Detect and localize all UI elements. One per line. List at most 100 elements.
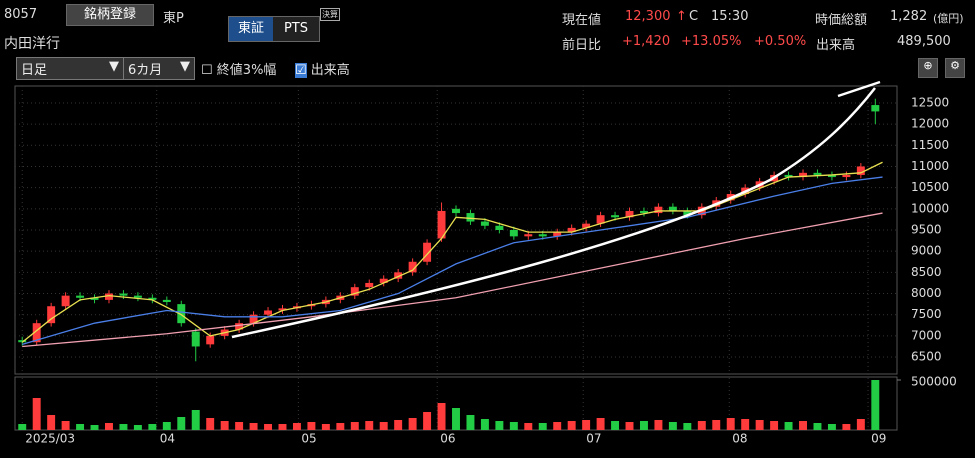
volume-bar	[524, 423, 533, 430]
volume-bar	[408, 418, 417, 430]
volume-bar	[206, 418, 215, 430]
y-tick-label: 7500	[911, 307, 942, 321]
candle-body	[206, 335, 215, 345]
x-tick-label: 07	[586, 432, 601, 446]
candle-body	[827, 174, 836, 178]
volume-label: 出来高	[816, 38, 856, 53]
price-arrow: ↑	[676, 9, 687, 24]
option2-label: 出来高	[310, 63, 350, 78]
pts-tab[interactable]: PTS	[283, 21, 309, 36]
earnings-icon[interactable]: 決算	[320, 8, 340, 21]
volume-bar	[148, 424, 157, 430]
volume-bar	[553, 422, 562, 430]
volume-bar	[856, 419, 865, 430]
candle-body	[32, 323, 41, 343]
candle-body	[119, 293, 128, 296]
candle-body	[611, 215, 620, 218]
volume-bar	[379, 422, 388, 430]
candle-body	[466, 213, 475, 222]
volume-bar	[770, 421, 779, 430]
volume-bar	[697, 421, 706, 430]
candle-body	[18, 340, 27, 343]
volume-bar	[625, 422, 634, 430]
volume-bar	[162, 422, 171, 430]
candle-body	[668, 206, 677, 211]
y-tick-label: 11500	[911, 138, 949, 152]
candle-body	[365, 282, 374, 288]
volume-bar	[105, 423, 113, 430]
market: 東P	[163, 11, 184, 26]
candle-body	[480, 221, 489, 226]
volume-bar	[423, 412, 432, 430]
candle-body	[842, 174, 851, 178]
y-tick-label: 9000	[911, 244, 942, 258]
y-tick-label: 12500	[911, 95, 949, 109]
candle-body	[61, 295, 70, 307]
candle-body	[162, 299, 171, 302]
volume-bar	[235, 422, 244, 430]
candle-body	[177, 304, 186, 324]
change-pct: +13.05%	[681, 34, 742, 49]
option1-label: 終値3%幅	[216, 63, 277, 78]
trend-arrow	[231, 80, 881, 339]
volume-bar	[466, 415, 475, 430]
zoom-button[interactable]: ⊕	[918, 58, 938, 78]
cap-label: 時価総額	[815, 13, 868, 28]
volume-bar	[249, 423, 258, 430]
volume-bar	[712, 420, 721, 430]
candle-body	[264, 310, 273, 315]
candle-body	[625, 210, 634, 218]
option1[interactable]: ☐ 終値3%幅	[201, 63, 277, 78]
candle-body	[799, 172, 807, 178]
candle-body	[133, 295, 142, 298]
volume-bar	[567, 421, 576, 430]
option2[interactable]: ☑ 出来高	[295, 63, 350, 78]
x-tick-label: 08	[732, 432, 747, 446]
volume-bar	[191, 410, 200, 430]
volume-bar	[596, 418, 605, 430]
volume-bar	[76, 424, 85, 430]
volume-bar	[827, 424, 836, 430]
candle-body	[437, 210, 446, 239]
range-select[interactable]: 6カ月 ▼	[123, 57, 195, 80]
price-time: 15:30	[711, 9, 749, 24]
candle-body	[495, 225, 504, 230]
volume-bar	[683, 423, 692, 430]
volume-bar	[292, 423, 301, 430]
y-tick-label: 8500	[911, 265, 942, 279]
candle-body	[191, 331, 200, 347]
volume-bar	[495, 421, 504, 430]
candle-body	[784, 174, 793, 178]
x-tick-label: 09	[871, 432, 886, 446]
candle-body	[856, 166, 865, 175]
tse-tab[interactable]: 東証	[229, 17, 273, 41]
volume-bar	[509, 422, 518, 430]
candle-body	[553, 232, 562, 237]
candle-body	[654, 206, 663, 214]
cap-unit: (億円)	[933, 12, 964, 25]
x-tick-label: 05	[301, 432, 316, 446]
volume-bar	[350, 422, 359, 430]
candle-body	[596, 215, 605, 224]
y-tick-label: 10500	[911, 180, 949, 194]
candle-body	[235, 323, 244, 330]
volume-bar	[668, 422, 677, 430]
volume-bar	[133, 425, 142, 430]
candle-body	[394, 272, 403, 279]
candle-body	[278, 308, 287, 311]
change-extra: +0.50%	[754, 34, 807, 49]
candle-body	[538, 234, 547, 237]
candle-body	[148, 297, 157, 300]
y-tick-label: 6500	[911, 350, 942, 364]
candle-body	[105, 293, 113, 300]
volume-bar	[90, 425, 99, 430]
volume-bar	[220, 421, 229, 430]
code: 8057	[4, 7, 38, 22]
candle-body	[47, 306, 56, 324]
x-tick-label: 04	[160, 432, 175, 446]
y-tick-label: 7000	[911, 328, 942, 342]
settings-button[interactable]: ⚙	[945, 58, 965, 78]
register-button[interactable]: 銘柄登録	[66, 4, 154, 26]
candle-body	[871, 105, 880, 112]
candle-body	[350, 287, 359, 296]
